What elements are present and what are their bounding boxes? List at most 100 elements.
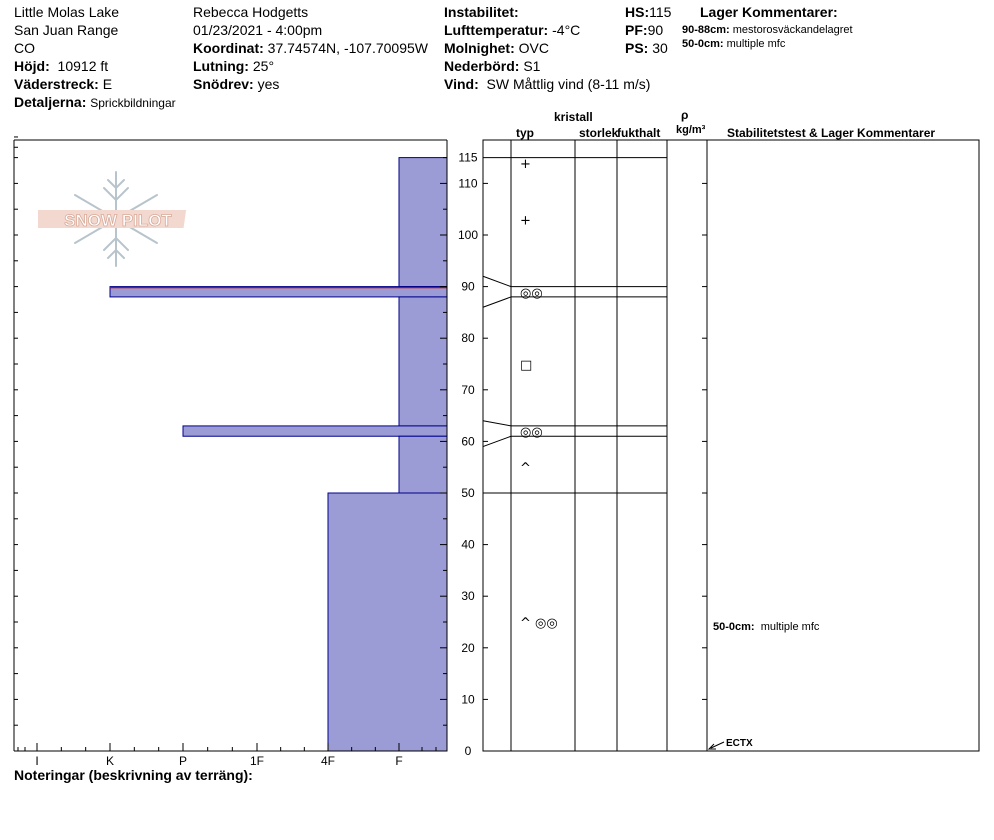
hardness-bar (398, 435, 448, 494)
details-label: Detaljerna: (14, 94, 87, 110)
stability-comment: 50-0cm: multiple mfc (713, 621, 819, 633)
rho-header: ρ (681, 108, 689, 122)
x-tick-label: 1F (250, 754, 264, 768)
details-value: Sprickbildningar (90, 96, 176, 110)
stability-comment-range: 50-0cm: (713, 621, 755, 633)
x-tick-label: F (395, 754, 402, 768)
slope-label: Lutning: (193, 58, 249, 74)
y-tick-label: 20 (461, 641, 475, 655)
y-tick-label: 0 (465, 744, 472, 758)
state: CO (14, 40, 35, 56)
stability-header: Stabilitetstest & Lager Kommentarer (727, 126, 936, 140)
layer-comments-title: Lager Kommentarer: (700, 4, 838, 20)
aspect-label: Väderstreck: (14, 76, 99, 92)
y-tick-label: 80 (461, 331, 475, 345)
y-tick-label: 115 (458, 151, 477, 165)
layer-connector (482, 420, 512, 427)
y-tick-label: 10 (461, 692, 475, 706)
layer-comment-range: 90-88cm: (682, 24, 730, 36)
air-temp-label: Lufttemperatur: (444, 22, 549, 38)
elevation-label: Höjd: (14, 58, 50, 74)
sky-value: OVC (518, 40, 549, 56)
crystal-type-symbol: ◎◎ (520, 286, 543, 301)
x-tick-label: K (106, 754, 114, 768)
size-header: storlek (579, 126, 619, 140)
x-tick-label: 4F (321, 754, 335, 768)
wind-loading-value: yes (257, 76, 280, 92)
coord-value: 37.74574N, -107.70095W (267, 40, 428, 56)
crystal-type-symbol: ^ ◎◎ (520, 616, 558, 631)
x-tick-label: P (179, 754, 187, 768)
sky-label: Molnighet: (444, 40, 515, 56)
pf-value: 90 (647, 22, 664, 38)
y-tick-label: 60 (461, 434, 475, 448)
wind-value: SW Måttlig vind (8-11 m/s) (486, 76, 651, 92)
air-temp-value: -4°C (552, 22, 581, 38)
observer: Rebecca Hodgetts (193, 4, 309, 20)
hardness-bar (182, 425, 448, 437)
test-arrow-head (707, 743, 716, 750)
slope: Lutning: 25° (193, 58, 274, 74)
stability-test: ECTX (726, 738, 753, 749)
precip: Nederbörd: S1 (444, 58, 540, 74)
stability-comment-text: multiple mfc (760, 621, 820, 633)
precip-value: S1 (523, 58, 541, 74)
crystal-type-symbol: + (520, 214, 531, 229)
crystal-type-symbol: ^ (520, 461, 531, 476)
layer-connector (482, 275, 512, 288)
layer-table-frame (482, 139, 980, 752)
mountain-range: San Juan Range (14, 22, 119, 38)
y-tick-label: 90 (461, 280, 475, 294)
hs-label: HS: (625, 4, 650, 20)
wind-loading: Snödrev: yes (193, 76, 279, 92)
y-tick-label: 70 (461, 383, 475, 397)
crystal-type-symbol: ◎◎ (520, 425, 543, 440)
pf: PF:90 (625, 22, 663, 38)
ps-value: 30 (652, 40, 668, 56)
density-unit-header: kg/m³ (676, 124, 706, 136)
layer-comment-range: 50-0cm: (682, 38, 724, 50)
crystal-type-symbol: + (520, 157, 531, 172)
sky: Molnighet: OVC (444, 40, 549, 56)
layer-connector (482, 296, 512, 308)
crystal-header: kristall (554, 110, 593, 124)
location: Little Molas Lake (14, 4, 120, 20)
x-tick-label: I (35, 754, 38, 768)
hardness-bar (398, 296, 448, 427)
layer-comment-1: 90-88cm: mestorosväckandelagret (682, 24, 853, 36)
y-tick-label: 40 (461, 538, 475, 552)
wind: Vind: SW Måttlig vind (8-11 m/s) (444, 76, 650, 92)
y-tick-label: 110 (458, 176, 477, 190)
slope-value: 25° (252, 58, 275, 74)
ps-label: PS: (625, 40, 649, 56)
aspect: Väderstreck: E (14, 76, 112, 92)
y-tick-label: 30 (461, 589, 475, 603)
hardness-bar (398, 157, 448, 288)
layer-comment-text: mestorosväckandelagret (732, 24, 853, 36)
logo-text: SNOW PILOT (64, 211, 172, 230)
hs: HS:115 (625, 4, 671, 20)
details: Detaljerna: Sprickbildningar (14, 94, 176, 110)
coord-label: Koordinat: (193, 40, 264, 56)
coordinates: Koordinat: 37.74574N, -107.70095W (193, 40, 428, 56)
elevation: Höjd: 10912 ft (14, 58, 108, 74)
aspect-value: E (102, 76, 113, 92)
crystal-type-symbol: □ (520, 358, 532, 373)
notes-label: Noteringar (beskrivning av terräng): (14, 767, 253, 783)
datetime: 01/23/2021 - 4:00pm (193, 22, 323, 38)
precip-label: Nederbörd: (444, 58, 520, 74)
moisture-header: fukthalt (617, 126, 661, 140)
layer-connector (482, 435, 512, 448)
instability-label: Instabilitet: (444, 4, 519, 20)
y-tick-label: 100 (458, 228, 478, 242)
hs-value: 115 (649, 4, 672, 20)
snowflake-icon: SNOW PILOT (38, 171, 187, 267)
y-tick-label: 50 (461, 486, 475, 500)
layer-comment-2: 50-0cm: multiple mfc (682, 38, 785, 50)
hardness-bar (327, 492, 448, 752)
wind-loading-label: Snödrev: (193, 76, 254, 92)
layer-comment-text: multiple mfc (726, 38, 786, 50)
wind-label: Vind: (444, 76, 479, 92)
air-temp: Lufttemperatur: -4°C (444, 22, 580, 38)
